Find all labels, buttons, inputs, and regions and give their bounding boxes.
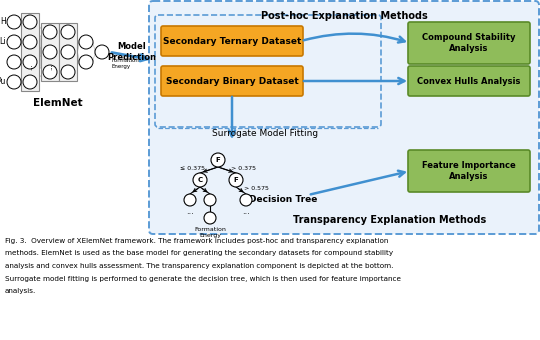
Circle shape: [193, 173, 207, 187]
Text: Model
Prediction: Model Prediction: [107, 42, 157, 62]
Text: Transparency Explanation Methods: Transparency Explanation Methods: [293, 215, 487, 225]
Text: Feature Importance
Analysis: Feature Importance Analysis: [422, 161, 516, 181]
Text: Formation
Energy: Formation Energy: [111, 58, 139, 69]
Text: Surrogate model fitting is performed to generate the decision tree, which is the: Surrogate model fitting is performed to …: [5, 275, 401, 282]
FancyBboxPatch shape: [161, 26, 303, 56]
Text: ...: ...: [206, 207, 214, 217]
Text: analysis and convex hulls assessment. The transparency explanation component is : analysis and convex hulls assessment. Th…: [5, 263, 393, 269]
Text: F: F: [215, 157, 220, 163]
Text: H: H: [0, 17, 6, 27]
Circle shape: [43, 45, 57, 59]
FancyBboxPatch shape: [161, 66, 303, 96]
Text: > 0.575: > 0.575: [244, 186, 269, 190]
Text: > 0.375: > 0.375: [231, 166, 256, 170]
Text: Fig. 3.  Overview of XElemNet framework. The framework includes post-hoc and tra: Fig. 3. Overview of XElemNet framework. …: [5, 238, 388, 244]
Text: Pu: Pu: [0, 78, 6, 86]
Text: Convex Hulls Analysis: Convex Hulls Analysis: [417, 76, 521, 85]
FancyBboxPatch shape: [155, 15, 381, 127]
Circle shape: [7, 75, 21, 89]
Text: Formation
Energy: Formation Energy: [194, 227, 226, 238]
Circle shape: [79, 55, 93, 69]
Circle shape: [79, 35, 93, 49]
Circle shape: [43, 25, 57, 39]
FancyBboxPatch shape: [21, 13, 39, 91]
Text: ≤ 0.375: ≤ 0.375: [180, 166, 205, 170]
Circle shape: [61, 65, 75, 79]
Text: C: C: [198, 177, 202, 183]
Text: ...: ...: [27, 64, 33, 70]
Circle shape: [204, 212, 216, 224]
Circle shape: [229, 173, 243, 187]
Circle shape: [23, 35, 37, 49]
FancyBboxPatch shape: [59, 23, 77, 81]
Text: Surrogate Model Fitting: Surrogate Model Fitting: [212, 130, 318, 138]
Circle shape: [23, 75, 37, 89]
Text: Li: Li: [0, 37, 6, 47]
Text: Post-hoc Explanation Methods: Post-hoc Explanation Methods: [261, 11, 427, 21]
Circle shape: [95, 45, 109, 59]
FancyBboxPatch shape: [408, 66, 530, 96]
Circle shape: [184, 194, 196, 206]
Circle shape: [7, 55, 21, 69]
FancyBboxPatch shape: [41, 23, 59, 81]
Text: ...: ...: [47, 64, 53, 70]
Circle shape: [204, 194, 216, 206]
Circle shape: [23, 15, 37, 29]
Text: F: F: [234, 177, 238, 183]
Text: Secondary Ternary Dataset: Secondary Ternary Dataset: [163, 36, 301, 46]
Circle shape: [23, 55, 37, 69]
Text: methods. ElemNet is used as the base model for generating the secondary datasets: methods. ElemNet is used as the base mod…: [5, 251, 393, 256]
Circle shape: [7, 35, 21, 49]
Text: ElemNet: ElemNet: [33, 98, 83, 108]
Circle shape: [61, 25, 75, 39]
Text: ...: ...: [242, 207, 250, 217]
Circle shape: [61, 45, 75, 59]
Text: Compound Stability
Analysis: Compound Stability Analysis: [422, 33, 516, 53]
Circle shape: [240, 194, 252, 206]
FancyBboxPatch shape: [408, 150, 530, 192]
Text: analysis.: analysis.: [5, 288, 36, 294]
Text: Decision Tree: Decision Tree: [249, 195, 317, 204]
FancyBboxPatch shape: [149, 1, 539, 234]
Circle shape: [211, 153, 225, 167]
Circle shape: [43, 65, 57, 79]
Text: Secondary Binary Dataset: Secondary Binary Dataset: [166, 76, 299, 85]
Circle shape: [7, 15, 21, 29]
FancyBboxPatch shape: [408, 22, 530, 64]
Text: ...: ...: [186, 207, 194, 217]
